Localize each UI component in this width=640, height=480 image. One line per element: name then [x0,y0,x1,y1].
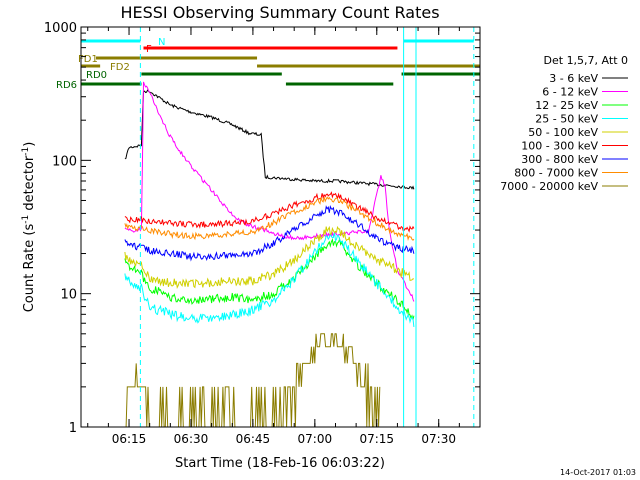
series-line [124,237,415,320]
flag-label: N [158,37,165,48]
chart-title: HESSI Observing Summary Count Rates [120,3,439,22]
series-line [124,225,415,289]
vertical-markers [139,27,475,427]
flag-label: FD1 [78,54,98,65]
flag-label: RD0 [86,70,107,81]
y-axis-ticks: 1 10 100 1000 [44,21,480,436]
y-tick-label: 10 [60,288,77,303]
x-axis-label: Start Time (18-Feb-16 06:03:22) [175,456,385,471]
x-tick-label: 06:45 [236,432,271,446]
x-tick-label: 06:15 [112,432,147,446]
plot-frame [80,26,481,428]
legend-label: 50 - 100 keV [528,126,598,139]
series-line [124,191,415,233]
legend-label: 25 - 50 keV [535,113,598,126]
y-tick-label: 100 [52,154,77,169]
series-line [124,231,415,327]
x-axis-ticks: 06:15 06:30 06:45 07:00 07:15 07:30 [87,27,481,446]
footer-date: 14-Oct-2017 01:03 [560,468,636,477]
legend-label: 6 - 12 keV [542,86,598,99]
series-line [124,89,415,190]
legend-label: 300 - 800 keV [521,153,598,166]
y-tick-label: 1 [69,421,77,436]
series-line [124,81,415,302]
flag-label: FD2 [110,62,130,73]
legend-label: 7000 - 20000 keV [500,180,598,193]
legend-label: 12 - 25 keV [535,99,598,112]
y-axis-label: Count Rate (s-1 detector-1) [21,142,37,313]
legend-label: 100 - 300 keV [521,140,598,153]
flag-label: F [146,44,152,55]
legend-label: 800 - 7000 keV [514,167,598,180]
flag-bars [81,39,480,86]
series-line [124,204,415,262]
x-tick-label: 06:30 [174,432,209,446]
series-layer [124,81,415,428]
legend-header: Det 1,5,7, Att 0 [544,54,628,67]
x-tick-label: 07:00 [298,432,333,446]
x-tick-label: 07:30 [421,432,456,446]
series-line [124,333,381,428]
x-tick-label: 07:15 [359,432,394,446]
series-line [124,196,415,242]
legend-label: 3 - 6 keV [549,72,598,85]
y-tick-label: 1000 [44,21,77,36]
flag-label: RD6 [56,80,77,91]
